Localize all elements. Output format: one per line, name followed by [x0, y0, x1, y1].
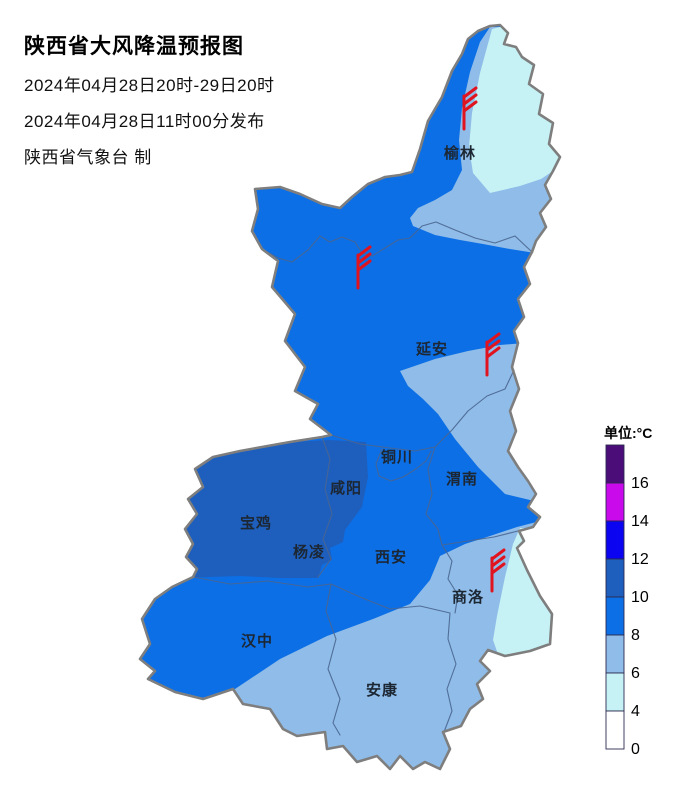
- legend-swatch-16: [605, 444, 625, 484]
- province-outline: [138, 23, 562, 771]
- city-label-1: 延安: [415, 340, 448, 358]
- city-label-2: 铜川: [381, 448, 413, 466]
- wind-flag-icon-3: [490, 548, 506, 593]
- city-label-10: 安康: [366, 681, 398, 699]
- wind-flag-icon-2: [485, 332, 501, 377]
- legend: 单位:°C 16 14 12 10 8 6 4 0: [604, 425, 652, 758]
- legend-swatch-14: [605, 482, 625, 522]
- legend-swatch-4: [605, 672, 625, 712]
- legend-tick-0: 0: [631, 741, 640, 758]
- city-label-9: 汉中: [241, 632, 273, 650]
- city-label-8: 商洛: [452, 588, 484, 606]
- legend-swatch-0: [605, 710, 625, 750]
- zone-baoji-xianyang-10-12: [180, 440, 368, 578]
- wind-flags: [356, 86, 506, 593]
- page-title: 陕西省大风降温预报图: [24, 35, 244, 58]
- city-label-4: 咸阳: [330, 479, 362, 497]
- city-label-3: 渭南: [446, 470, 478, 488]
- legend-tick-6: 6: [631, 665, 640, 682]
- city-label-0: 榆林: [444, 144, 476, 162]
- legend-tick-10: 10: [631, 589, 649, 606]
- wind-flag-icon-0: [462, 86, 478, 131]
- city-label-7: 西安: [375, 548, 407, 566]
- legend-swatch-6: [605, 634, 625, 674]
- legend-tick-12: 12: [631, 551, 649, 568]
- prefecture-borders: [192, 221, 534, 736]
- wind-flag-icon-1: [356, 245, 372, 290]
- legend-swatch-10: [605, 558, 625, 598]
- legend-tick-8: 8: [631, 627, 640, 644]
- legend-swatch-8: [605, 596, 625, 636]
- legend-tick-14: 14: [631, 513, 649, 530]
- valid-period: 2024年04月28日20时-29日20时: [24, 76, 275, 95]
- legend-swatch-12: [605, 520, 625, 560]
- legend-tick-16: 16: [631, 475, 649, 492]
- legend-title: 单位:°C: [604, 425, 652, 441]
- producer: 陕西省气象台 制: [24, 148, 152, 167]
- header: 陕西省大风降温预报图 2024年04月28日20时-29日20时 2024年04…: [24, 0, 275, 168]
- city-label-6: 杨凌: [293, 543, 325, 561]
- legend-tick-4: 4: [631, 703, 640, 720]
- issue-time: 2024年04月28日11时00分发布: [24, 112, 265, 131]
- city-label-5: 宝鸡: [240, 514, 272, 532]
